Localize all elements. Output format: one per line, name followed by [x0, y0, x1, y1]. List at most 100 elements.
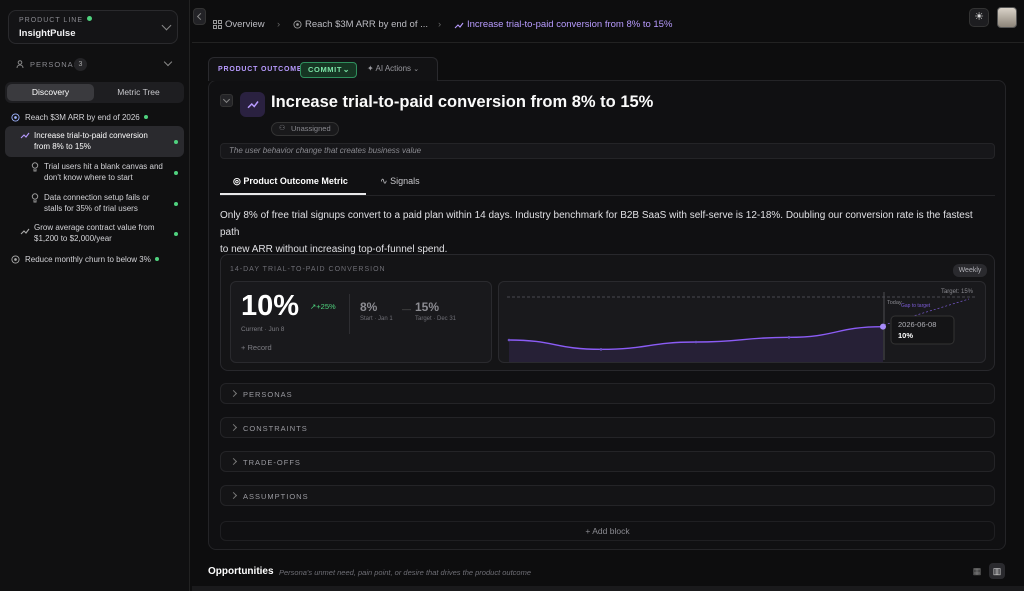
period-toggle[interactable]: Weekly	[953, 264, 987, 277]
commit-label: COMMIT	[308, 65, 343, 74]
tab-signals[interactable]: ∿ Signals	[380, 176, 420, 187]
chevron-down-icon: ⌄	[342, 65, 350, 74]
tab-metric-tree[interactable]: Metric Tree	[117, 87, 160, 97]
description-text: to new ARR without increasing top-of-fun…	[220, 244, 448, 255]
trending-up-icon	[454, 22, 464, 29]
current-value: 10%	[241, 290, 300, 322]
chevron-right-icon	[229, 389, 238, 398]
chevron-left-icon	[196, 12, 205, 21]
start-value: 8%	[360, 300, 378, 314]
outcome-description[interactable]: Only 8% of free trial signups convert to…	[220, 207, 990, 258]
data-point[interactable]	[694, 340, 698, 344]
ai-actions-label: AI Actions	[375, 64, 412, 73]
tree-item-text: $1,200 to $2,000/year	[34, 234, 112, 243]
delta-badge: ↗+25%	[310, 302, 336, 311]
user-icon: ⚇	[279, 125, 286, 132]
chevron-down-icon	[222, 95, 231, 104]
tab-label: Signals	[390, 176, 420, 186]
divider	[192, 42, 1024, 43]
grid-view-button[interactable]: ▦	[969, 563, 985, 579]
status-dot	[174, 232, 178, 236]
assignee-button[interactable]: ⚇ Unassigned	[271, 122, 339, 136]
metric-stats: 10% ↗+25% Current · Jun 8 + Record 8% St…	[230, 281, 492, 363]
collapse-sidebar-button[interactable]	[193, 8, 206, 25]
activity-icon: ∿	[380, 176, 388, 186]
breadcrumb-current: Increase trial-to-paid conversion from 8…	[467, 19, 673, 30]
record-label: Record	[247, 343, 272, 352]
status-dot	[87, 16, 92, 21]
data-point[interactable]	[507, 338, 511, 342]
today-label: Today	[887, 300, 902, 306]
tree-item-text: Grow average contract value from	[34, 223, 155, 232]
breadcrumb-separator: ›	[277, 19, 281, 30]
lightbulb-icon	[31, 193, 39, 203]
section-label: ASSUMPTIONS	[243, 492, 309, 501]
trending-up-icon: ↗	[310, 302, 317, 311]
sun-icon: ☀	[974, 11, 984, 23]
avatar[interactable]	[997, 7, 1017, 28]
outcome-description-field[interactable]: The user behavior change that creates bu…	[220, 143, 995, 159]
tree-item-label: Trial users hit a blank canvas and don't …	[44, 161, 163, 183]
tab-label: Product Outcome Metric	[243, 176, 348, 186]
columns-view-button[interactable]: ▥	[989, 563, 1005, 579]
section-trade-offs[interactable]: TRADE-OFFS	[220, 451, 995, 472]
selected-tree-item-highlight	[5, 126, 184, 157]
chevron-down-icon	[163, 57, 173, 67]
metric-chart[interactable]: Target: 15% Today Gap to target 2026-06-…	[498, 281, 986, 363]
status-dot	[154, 257, 159, 261]
chevron-right-icon	[229, 423, 238, 432]
breadcrumb-separator: ›	[438, 19, 442, 30]
section-assumptions[interactable]: ASSUMPTIONS	[220, 485, 995, 506]
outcome-header-tab: PRODUCT OUTCOME COMMIT ⌄ ✦ AI Actions ⌄	[208, 57, 438, 81]
view-switcher: Discovery Metric Tree	[5, 82, 184, 103]
tab-discovery[interactable]: Discovery	[7, 84, 94, 101]
section-constraints[interactable]: CONSTRAINTS	[220, 417, 995, 438]
assignee-label: Unassigned	[291, 124, 331, 133]
tree-item-text: Reduce monthly churn to below 3%	[25, 255, 151, 264]
add-block-button[interactable]: + Add block	[220, 521, 995, 541]
trending-up-icon	[20, 228, 30, 235]
tree-item-label: Reach $3M ARR by end of 2026	[25, 112, 148, 123]
target-icon	[293, 20, 302, 29]
metric-card: 14-DAY TRIAL-TO-PAID CONVERSION Weekly 1…	[220, 254, 995, 371]
divider	[220, 195, 995, 196]
personas-label: PERSONAS	[30, 60, 80, 69]
ai-actions-button[interactable]: ✦ AI Actions ⌄	[367, 64, 419, 73]
outcome-type-label: PRODUCT OUTCOME	[218, 66, 303, 73]
personas-section-header[interactable]: PERSONAS 3	[16, 57, 176, 72]
data-point[interactable]	[880, 323, 886, 330]
delta-value: +25%	[316, 302, 336, 311]
tab-product-outcome-metric[interactable]: ◎ Product Outcome Metric	[233, 176, 348, 187]
start-label: Start · Jan 1	[360, 316, 393, 322]
series-points	[507, 323, 886, 351]
add-block-label: Add block	[592, 526, 630, 536]
product-line-selector[interactable]: PRODUCT LINE InsightPulse	[8, 10, 178, 44]
product-line-label: PRODUCT LINE	[19, 16, 92, 24]
page-title[interactable]: Increase trial-to-paid conversion from 8…	[271, 93, 654, 111]
tooltip	[890, 315, 955, 345]
section-personas[interactable]: PERSONAS	[220, 383, 995, 404]
commit-status-dropdown[interactable]: COMMIT ⌄	[300, 62, 357, 78]
active-tab-indicator	[220, 193, 366, 195]
line-chart: Target: 15% Today Gap to target 2026-06-…	[507, 289, 975, 362]
target-icon: ◎	[233, 176, 241, 186]
target-icon	[11, 113, 20, 122]
data-point[interactable]	[599, 348, 603, 351]
arrow-separator: —	[402, 304, 411, 314]
breadcrumb-goal[interactable]: Reach $3M ARR by end of ...	[305, 19, 429, 30]
tree-item-label: Reduce monthly churn to below 3%	[25, 254, 159, 265]
tree-item-label: Data connection setup fails or stalls for…	[44, 192, 149, 214]
theme-toggle-button[interactable]: ☀	[969, 8, 989, 27]
record-button[interactable]: + Record	[241, 343, 272, 352]
sidebar: PRODUCT LINE InsightPulse PERSONAS 3 Dis…	[0, 0, 190, 591]
plus-icon: +	[585, 526, 591, 536]
tree-item-text: Data connection setup fails or	[44, 193, 150, 202]
status-dot	[174, 171, 178, 175]
collapse-outcome-button[interactable]	[220, 94, 233, 107]
grid-icon	[213, 20, 222, 29]
breadcrumb-overview[interactable]: Overview	[225, 19, 265, 30]
tooltip-date: 2026-06-08	[898, 320, 936, 329]
data-point[interactable]	[787, 336, 791, 339]
target-icon	[11, 255, 20, 264]
